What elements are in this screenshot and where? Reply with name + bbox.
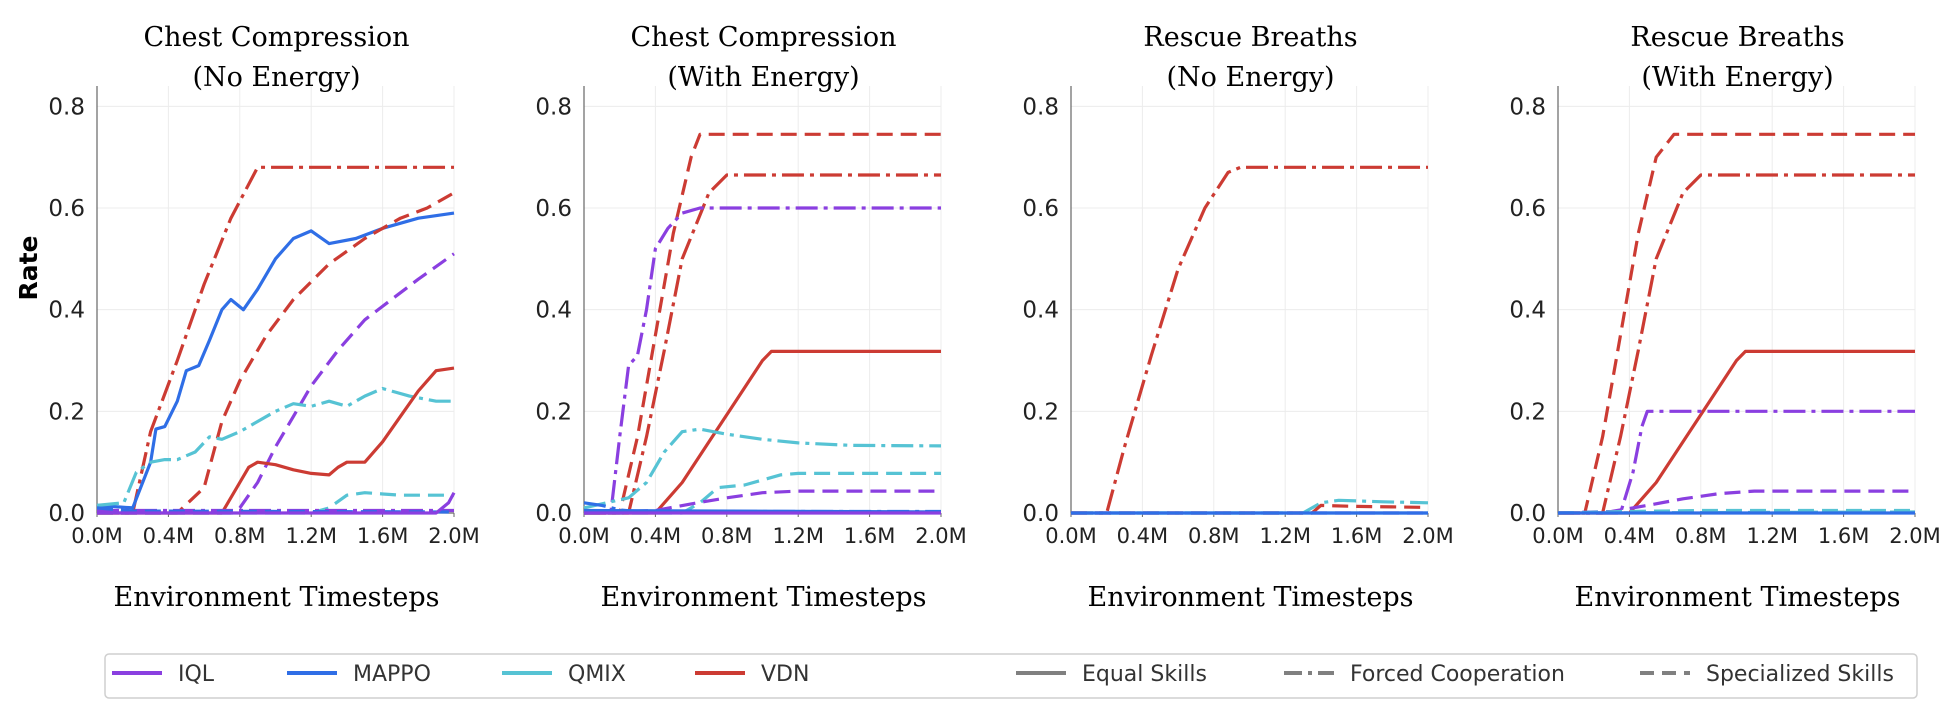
panel-title: (With Energy) (667, 62, 859, 93)
x-tick-label: 0.8M (214, 524, 266, 548)
x-tick-label: 1.2M (772, 524, 824, 548)
x-tick-label: 0.8M (1188, 524, 1240, 548)
y-tick-label: 0.6 (1509, 196, 1546, 222)
panel-title: (No Energy) (192, 62, 360, 93)
series-line-qmix-dashed (97, 491, 454, 515)
x-tick-label: 2.0M (1402, 524, 1454, 548)
y-tick-label: 0.0 (48, 501, 85, 527)
y-tick-label: 0.6 (1022, 196, 1059, 222)
x-tick-label: 1.6M (1331, 524, 1383, 548)
panel-title: (No Energy) (1166, 62, 1334, 93)
x-tick-label: 1.6M (357, 524, 409, 548)
x-axis-label: Environment Timesteps (1575, 582, 1901, 613)
y-tick-label: 0.0 (1509, 501, 1546, 527)
series-line-vdn-dashdot (1071, 165, 1428, 515)
x-tick-label: 0.4M (143, 524, 195, 548)
x-axis-label: Environment Timesteps (601, 582, 927, 613)
legend-label-iql: IQL (178, 662, 215, 687)
x-tick-label: 0.0M (1532, 524, 1584, 548)
x-tick-label: 0.8M (1675, 524, 1727, 548)
x-tick-label: 0.0M (1045, 524, 1097, 548)
series-line-qmix-dashdot (583, 427, 942, 510)
panel-title: (With Energy) (1641, 62, 1833, 93)
x-tick-label: 2.0M (1889, 524, 1941, 548)
panels: 0.0 0.2 0.4 0.6 0.8 0.0M 0.4M 0.8M 1.2M 1.6M 2.0M C… (48, 22, 1940, 613)
y-tick-label: 0.4 (48, 298, 85, 324)
series-line-vdn-dashdot (584, 173, 941, 515)
series-line-iql-dashed (97, 252, 455, 515)
x-tick-label: 0.4M (1604, 524, 1656, 548)
x-tick-label: 0.4M (1117, 524, 1169, 548)
x-tick-label: 2.0M (915, 524, 967, 548)
x-tick-label: 0.8M (701, 524, 753, 548)
legend: IQL MAPPO QMIX VDN Equal Skills Forced Cooper… (104, 653, 1918, 699)
legend-label-qmix: QMIX (568, 662, 626, 687)
y-tick-label: 0.8 (48, 94, 85, 120)
x-tick-label: 0.4M (630, 524, 682, 548)
panel-4: 0.0 0.2 0.4 0.6 0.8 0.0M 0.4M 0.8M 1.2M 1.6M 2.0M R… (1509, 22, 1940, 613)
y-tick-label: 0.8 (1509, 94, 1546, 120)
series-line-vdn-solid (1558, 349, 1915, 515)
x-tick-label: 1.6M (1818, 524, 1870, 548)
legend-label-dashdot: Forced Cooperation (1350, 662, 1565, 687)
series-line-qmix-dashdot (1071, 498, 1429, 515)
x-tick-label: 0.0M (558, 524, 610, 548)
series-line-mappo-dashed (96, 506, 455, 514)
series-line-iql-dashdot (1558, 409, 1915, 515)
series-line-vdn-dashed (584, 132, 941, 515)
y-tick-label: 0.0 (1022, 501, 1059, 527)
y-tick-label: 0.2 (535, 399, 572, 425)
y-axis-label: Rate (14, 235, 43, 300)
y-tick-label: 0.4 (535, 298, 572, 324)
y-tick-label: 0.8 (1022, 94, 1059, 120)
panel-title: Chest Compression (144, 22, 410, 53)
y-tick-label: 0.0 (535, 501, 572, 527)
x-tick-label: 1.2M (1746, 524, 1798, 548)
panel-1: 0.0 0.2 0.4 0.6 0.8 0.0M 0.4M 0.8M 1.2M 1.6M 2.0M C… (48, 22, 479, 613)
panel-3: 0.0 0.2 0.4 0.6 0.8 0.0M 0.4M 0.8M 1.2M 1.6M 2.0M R… (1022, 22, 1453, 613)
x-axis-label: Environment Timesteps (1088, 582, 1414, 613)
series-line-iql-solid (97, 491, 456, 515)
y-tick-label: 0.2 (1509, 399, 1546, 425)
y-tick-label: 0.2 (48, 399, 85, 425)
x-axis-label: Environment Timesteps (114, 582, 440, 613)
series-line-qmix-dashdot (96, 386, 454, 507)
x-tick-label: 1.2M (285, 524, 337, 548)
y-tick-label: 0.2 (1022, 399, 1059, 425)
panel-title: Rescue Breaths (1143, 22, 1357, 53)
y-tick-label: 0.4 (1022, 298, 1059, 324)
series-line-vdn-dashed (97, 191, 455, 515)
y-tick-label: 0.4 (1509, 298, 1546, 324)
legend-label-vdn: VDN (761, 662, 809, 687)
series-line-iql-dashdot (584, 206, 941, 515)
series-line-vdn-dashed (1558, 132, 1915, 515)
y-tick-label: 0.6 (48, 196, 85, 222)
x-tick-label: 1.6M (844, 524, 896, 548)
panel-title: Chest Compression (631, 22, 897, 53)
x-tick-label: 2.0M (428, 524, 480, 548)
x-tick-label: 1.2M (1259, 524, 1311, 548)
legend-label-mappo: MAPPO (353, 662, 431, 687)
series-line-vdn-solid (97, 366, 455, 515)
legend-label-dashed: Specialized Skills (1706, 662, 1894, 687)
panel-title: Rescue Breaths (1630, 22, 1844, 53)
x-tick-label: 0.0M (71, 524, 123, 548)
y-tick-label: 0.6 (535, 196, 572, 222)
series-line-mappo-solid (96, 211, 455, 510)
series-line-vdn-dashdot (1558, 173, 1915, 515)
y-tick-label: 0.8 (535, 94, 572, 120)
panel-2: 0.0 0.2 0.4 0.6 0.8 0.0M 0.4M 0.8M 1.2M 1.6M 2.0M C… (535, 22, 966, 613)
legend-label-solid: Equal Skills (1082, 662, 1207, 687)
series-line-vdn-solid (584, 349, 941, 515)
legend-frame (104, 653, 1918, 699)
